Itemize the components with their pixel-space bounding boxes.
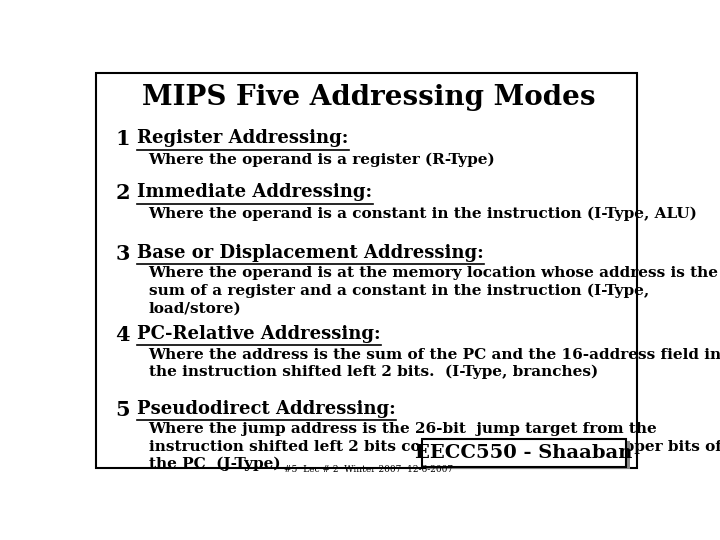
Text: #5  Lec # 2  Winter 2007  12-6-2007: #5 Lec # 2 Winter 2007 12-6-2007 [284, 465, 454, 474]
Text: Immediate Addressing:: Immediate Addressing: [138, 183, 372, 201]
Text: Pseudodirect Addressing:: Pseudodirect Addressing: [138, 400, 396, 417]
FancyBboxPatch shape [96, 73, 637, 468]
Text: 1: 1 [115, 129, 130, 149]
Text: Where the operand is a constant in the instruction (I-Type, ALU): Where the operand is a constant in the i… [148, 206, 698, 220]
Text: 3: 3 [115, 244, 130, 264]
Text: Where the operand is at the memory location whose address is the
sum of a regist: Where the operand is at the memory locat… [148, 266, 719, 315]
Text: EECC550 - Shaaban: EECC550 - Shaaban [415, 444, 633, 462]
Text: Where the address is the sum of the PC and the 16-address field in
the instructi: Where the address is the sum of the PC a… [148, 348, 720, 380]
Text: 5: 5 [115, 400, 130, 420]
Text: Base or Displacement Addressing:: Base or Displacement Addressing: [138, 244, 484, 261]
FancyBboxPatch shape [426, 441, 630, 469]
Text: Register Addressing:: Register Addressing: [138, 129, 348, 147]
Text: 4: 4 [115, 325, 130, 345]
Text: Where the operand is a register (R-Type): Where the operand is a register (R-Type) [148, 152, 495, 166]
Text: MIPS Five Addressing Modes: MIPS Five Addressing Modes [143, 84, 595, 111]
Text: PC-Relative Addressing:: PC-Relative Addressing: [138, 325, 381, 343]
Text: Where the jump address is the 26-bit  jump target from the
instruction shifted l: Where the jump address is the 26-bit jum… [148, 422, 720, 471]
Text: 2: 2 [115, 183, 130, 203]
FancyBboxPatch shape [422, 439, 626, 467]
